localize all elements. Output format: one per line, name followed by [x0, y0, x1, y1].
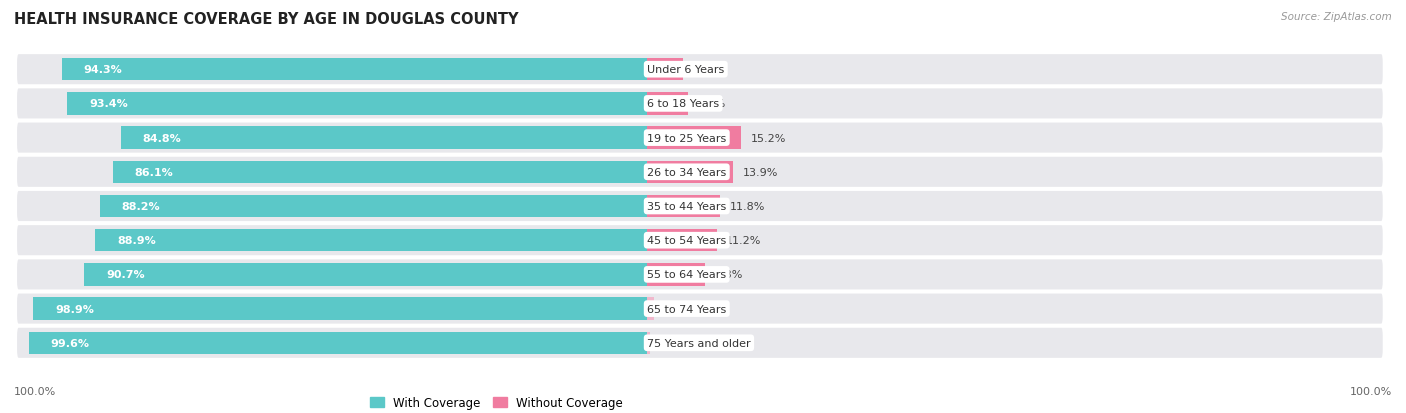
Text: 98.9%: 98.9%	[55, 304, 94, 314]
Bar	[84, 263, 647, 286]
Text: 100.0%: 100.0%	[1350, 387, 1392, 396]
Bar	[62, 59, 647, 81]
Text: Source: ZipAtlas.com: Source: ZipAtlas.com	[1281, 12, 1392, 22]
FancyBboxPatch shape	[17, 294, 1382, 324]
Text: 88.2%: 88.2%	[121, 202, 160, 211]
FancyBboxPatch shape	[17, 328, 1382, 358]
Text: Under 6 Years: Under 6 Years	[647, 65, 724, 75]
Bar	[647, 195, 720, 218]
Text: 84.8%: 84.8%	[142, 133, 181, 143]
Text: 11.8%: 11.8%	[730, 202, 765, 211]
Bar	[647, 59, 683, 81]
Text: 5.8%: 5.8%	[692, 65, 721, 75]
FancyBboxPatch shape	[17, 225, 1382, 256]
Bar	[112, 161, 647, 183]
Text: 0.4%: 0.4%	[659, 338, 688, 348]
FancyBboxPatch shape	[17, 123, 1382, 153]
Bar	[647, 93, 688, 115]
Bar	[96, 230, 647, 252]
Text: 65 to 74 Years: 65 to 74 Years	[647, 304, 727, 314]
Text: 35 to 44 Years: 35 to 44 Years	[647, 202, 727, 211]
Bar	[647, 298, 654, 320]
Text: 100.0%: 100.0%	[14, 387, 56, 396]
Text: 45 to 54 Years: 45 to 54 Years	[647, 236, 727, 246]
FancyBboxPatch shape	[17, 157, 1382, 188]
FancyBboxPatch shape	[17, 89, 1382, 119]
Bar	[647, 263, 704, 286]
Text: 55 to 64 Years: 55 to 64 Years	[647, 270, 727, 280]
Text: 1.1%: 1.1%	[664, 304, 692, 314]
Legend: With Coverage, Without Coverage: With Coverage, Without Coverage	[366, 392, 627, 413]
Bar	[647, 230, 717, 252]
Text: 75 Years and older: 75 Years and older	[647, 338, 751, 348]
Text: 13.9%: 13.9%	[742, 167, 778, 177]
Text: 15.2%: 15.2%	[751, 133, 786, 143]
Bar	[100, 195, 647, 218]
Bar	[121, 127, 647, 150]
Text: 11.2%: 11.2%	[725, 236, 761, 246]
Bar	[67, 93, 647, 115]
Bar	[34, 298, 647, 320]
FancyBboxPatch shape	[17, 55, 1382, 85]
Text: 6.6%: 6.6%	[697, 99, 725, 109]
Text: 86.1%: 86.1%	[135, 167, 173, 177]
Bar	[647, 127, 741, 150]
Text: 9.3%: 9.3%	[714, 270, 742, 280]
FancyBboxPatch shape	[17, 260, 1382, 290]
Text: 93.4%: 93.4%	[89, 99, 128, 109]
Text: 99.6%: 99.6%	[51, 338, 90, 348]
Text: HEALTH INSURANCE COVERAGE BY AGE IN DOUGLAS COUNTY: HEALTH INSURANCE COVERAGE BY AGE IN DOUG…	[14, 12, 519, 27]
Text: 19 to 25 Years: 19 to 25 Years	[647, 133, 727, 143]
Bar	[647, 332, 650, 354]
Text: 6 to 18 Years: 6 to 18 Years	[647, 99, 720, 109]
Bar	[30, 332, 647, 354]
Text: 90.7%: 90.7%	[105, 270, 145, 280]
FancyBboxPatch shape	[17, 192, 1382, 221]
Text: 94.3%: 94.3%	[83, 65, 122, 75]
Text: 26 to 34 Years: 26 to 34 Years	[647, 167, 727, 177]
Text: 88.9%: 88.9%	[117, 236, 156, 246]
Bar	[647, 161, 734, 183]
